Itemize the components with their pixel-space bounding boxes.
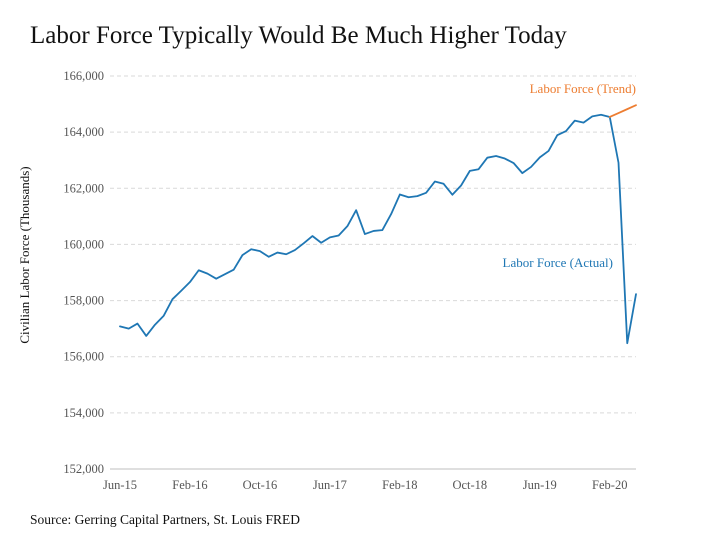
y-tick-label: 158,000 [63,294,104,308]
y-tick-label: 156,000 [63,350,104,364]
series-label-trend: Labor Force (Trend) [530,81,636,96]
y-axis: 152,000 154,000 156,000 158,000 160,000 162,0… [63,69,104,476]
x-tick-label: Feb-16 [172,478,207,492]
y-axis-label: Civilian Labor Force (Thousands) [17,166,32,343]
y-tick-label: 154,000 [63,406,104,420]
series-label-actual: Labor Force (Actual) [503,255,613,270]
x-tick-label: Jun-19 [523,478,557,492]
x-tick-label: Feb-18 [382,478,417,492]
y-tick-label: 160,000 [63,237,104,251]
series-line-actual [119,113,637,345]
y-tick-label: 164,000 [63,125,104,139]
source-note: Source: Gerring Capital Partners, St. Lo… [30,512,300,527]
x-tick-label: Jun-17 [313,478,347,492]
chart-title: Labor Force Typically Would Be Much High… [30,22,567,49]
x-axis: Jun-15 Feb-16 Oct-16 Jun-17 Feb-18 Oct-18 Jun-… [103,478,627,492]
x-tick-label: Oct-18 [452,478,487,492]
series-line-trend [608,104,637,118]
y-tick-label: 152,000 [63,462,104,476]
x-tick-label: Oct-16 [243,478,278,492]
gridlines [110,75,636,470]
series-lines [119,104,637,345]
x-tick-label: Feb-20 [592,478,627,492]
y-tick-label: 162,000 [63,181,104,195]
x-tick-label: Jun-15 [103,478,137,492]
y-tick-label: 166,000 [63,69,104,83]
